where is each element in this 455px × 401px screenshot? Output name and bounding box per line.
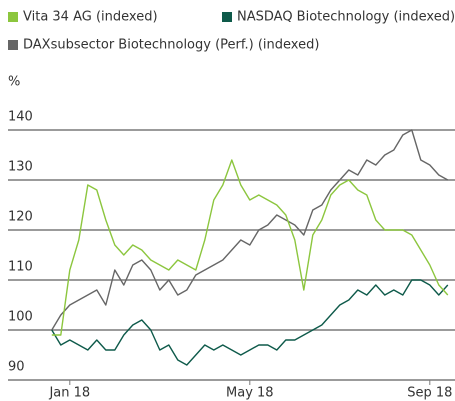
x-tick-label: Sep 18 [407, 386, 452, 401]
y-tick-label: 90 [8, 360, 25, 375]
y-tick-label: 100 [8, 310, 33, 325]
x-tick-label: Jan 18 [48, 386, 90, 401]
y-tick-label: 110 [8, 260, 33, 275]
y-tick-label: 140 [8, 110, 33, 125]
series-line [51, 279, 449, 366]
legend-label: Vita 34 AG (indexed) [23, 10, 158, 25]
legend-swatch [222, 12, 232, 22]
series-line [51, 159, 449, 336]
y-unit: % [8, 75, 20, 90]
y-tick-label: 130 [8, 160, 33, 175]
legend-label: DAXsubsector Biotechnology (Perf.) (inde… [23, 38, 319, 53]
series-line [51, 129, 449, 331]
y-tick-label: 120 [8, 210, 33, 225]
legend-label: NASDAQ Biotechnology (indexed) [237, 10, 455, 25]
x-tick-label: May 18 [226, 386, 274, 401]
legend-swatch [8, 40, 18, 50]
legend-swatch [8, 12, 18, 22]
